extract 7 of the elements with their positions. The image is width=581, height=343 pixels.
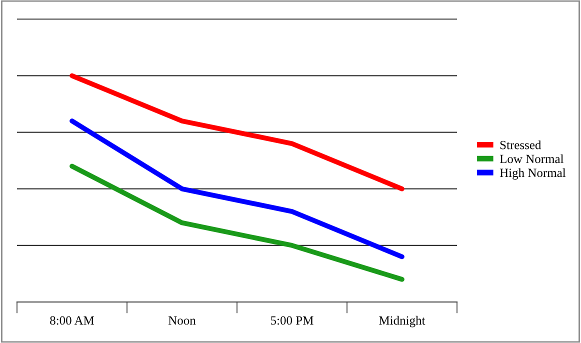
legend-label: High Normal [500, 168, 566, 180]
x-tick-label: Noon [168, 316, 196, 325]
x-tick-label: 5:00 PM [271, 316, 314, 325]
x-tick-label: Midnight [379, 316, 426, 328]
legend-label: Low Normal [500, 154, 564, 164]
legend-label: Stressed [500, 140, 542, 150]
x-tick-label: 8:00 AM [50, 316, 94, 325]
